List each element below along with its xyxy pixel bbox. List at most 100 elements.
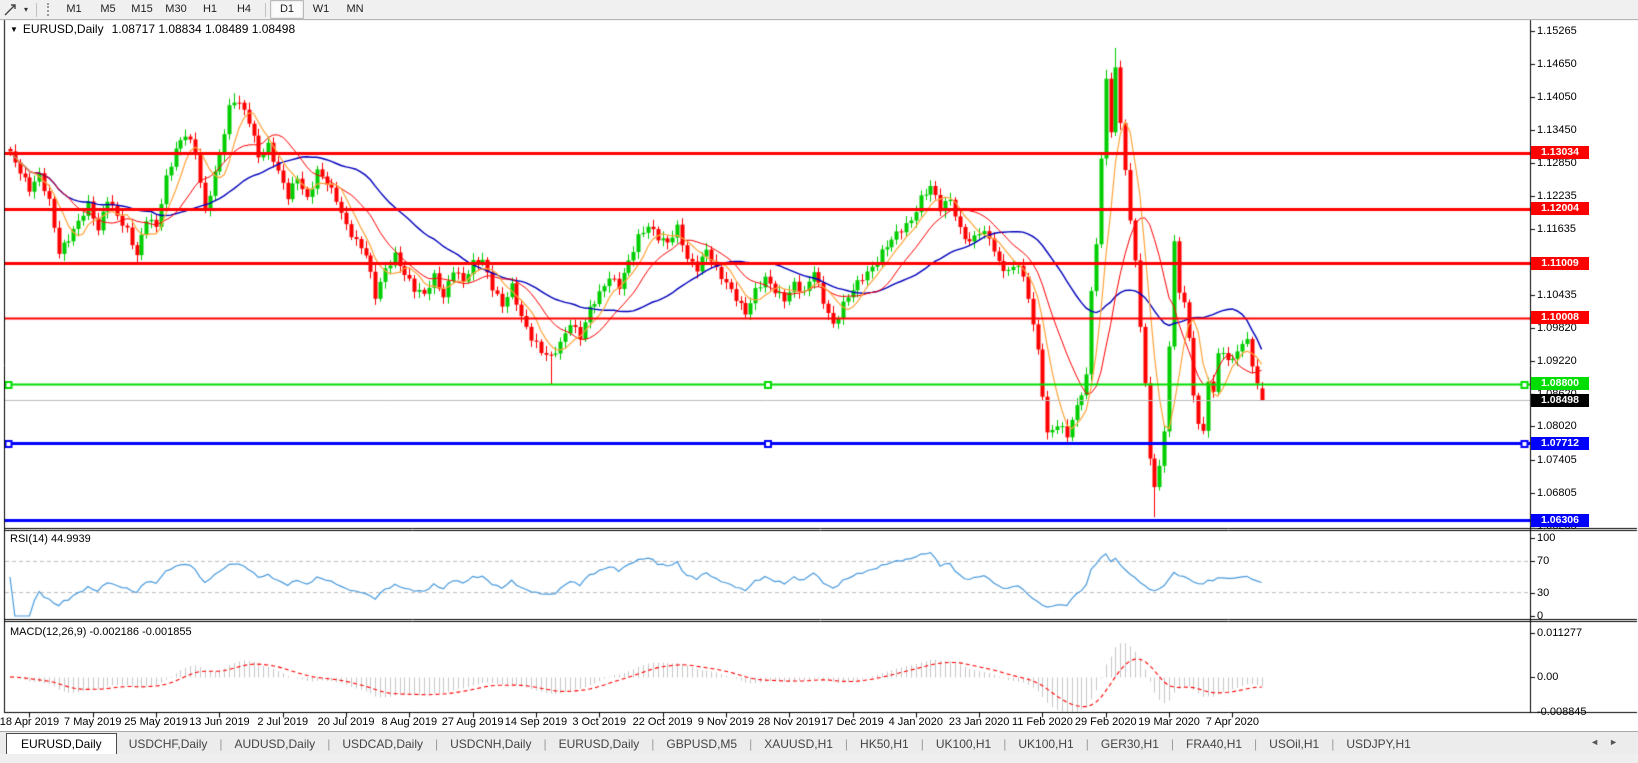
tab-uk100-h1[interactable]: UK100,H1 [935,737,992,751]
time-axis-label: 3 Oct 2019 [572,716,627,728]
rsi-label: RSI(14) 44.9939 [10,533,91,545]
tab-separator: | [651,737,655,751]
price-tick-label: 1.08020 [1537,420,1577,433]
time-axis-label: 23 Jan 2020 [948,716,1010,728]
price-tick-label: 1.15265 [1537,24,1577,37]
time-axis-label: 25 May 2019 [124,716,188,728]
price-tag: 1.08498 [1531,393,1589,407]
tab-usdcad-daily[interactable]: USDCAD,Daily [342,737,423,751]
chart-ohlc-values: 1.08717 1.08834 1.08489 1.08498 [111,22,296,36]
tab-usdcnh-daily[interactable]: USDCNH,Daily [450,737,532,751]
toolbar: ▾ M1 M5 M15 M30 H1 H4 D1 W1 MN [0,0,1638,20]
timeframe-button-m5[interactable]: M5 [100,3,116,15]
price-tag: 1.10008 [1531,311,1589,325]
price-tag: 1.12004 [1531,202,1589,216]
chart-symbol-label: EURUSD,Daily [22,22,104,36]
tab-ger30-h1[interactable]: GER30,H1 [1100,737,1159,751]
tab-scroll-right-icon[interactable]: ► [1609,737,1628,747]
tab-separator: | [327,737,331,751]
chevron-down-icon[interactable]: ▾ [23,5,28,14]
timeframe-button-mn[interactable]: MN [346,3,364,15]
tab-separator: | [543,737,547,751]
tab-xauusd-h1[interactable]: XAUUSD,H1 [764,737,833,751]
tab-separator: | [435,737,439,751]
tab-separator: | [1085,737,1089,751]
timeframe-button-h4[interactable]: H4 [236,3,252,15]
timeframe-button-m30[interactable]: M30 [165,3,187,15]
tab-eurusd-daily[interactable]: EURUSD,Daily [558,737,640,751]
price-tick-label: 1.09820 [1537,322,1577,335]
chart-title: ▼ EURUSD,Daily 1.08717 1.08834 1.08489 1.0… [10,22,295,36]
timeframe-button-w1[interactable]: W1 [312,3,330,15]
time-axis-label: 19 Mar 2020 [1138,716,1200,728]
tab-hk50-h1[interactable]: HK50,H1 [860,737,909,751]
status-strip [0,754,1638,763]
timeframe-button-m1[interactable]: M1 [66,3,82,15]
toolbar-divider [36,2,37,17]
tab-eurusd-daily[interactable]: EURUSD,Daily [6,733,117,756]
macd-scale-label: -0.008845 [1537,705,1587,718]
tab-separator: | [749,737,753,751]
tab-separator: | [219,737,223,751]
tab-scroll-left-icon[interactable]: ◄ [1590,737,1610,747]
toolbar-divider [265,2,266,17]
tab-separator: | [920,737,924,751]
line-tool-icon[interactable] [2,2,20,17]
tab-separator: | [1170,737,1175,751]
time-axis-label: 29 Feb 2020 [1074,716,1137,728]
time-axis-label: 2 Jul 2019 [257,716,309,728]
rsi-scale-label: 0 [1537,610,1544,622]
price-tick-label: 1.14650 [1537,58,1577,71]
time-axis-label: 20 Jul 2019 [317,716,375,728]
timeframe-button-d1[interactable]: D1 [270,0,304,19]
price-tick-label: 1.09220 [1537,354,1577,367]
tab-separator: | [1003,737,1007,751]
time-axis-label: 8 Aug 2019 [381,716,438,728]
price-tick-label: 1.12235 [1537,190,1577,203]
price-tick-label: 1.12850 [1537,156,1577,169]
timeframe-button-h1[interactable]: H1 [202,3,218,15]
chart-dropdown-icon[interactable]: ▼ [10,25,18,34]
price-tick-label: 1.06805 [1537,486,1577,499]
tab-usoil-h1[interactable]: USOil,H1 [1269,737,1320,751]
time-axis-label: 22 Oct 2019 [632,716,693,728]
time-axis-label: 7 Apr 2020 [1205,716,1259,728]
rsi-scale-label: 100 [1537,532,1556,544]
time-axis-label: 17 Dec 2019 [821,716,884,728]
price-tick-label: 1.11635 [1537,222,1576,235]
price-tag: 1.11009 [1531,256,1589,270]
tab-fra40-h1[interactable]: FRA40,H1 [1186,737,1243,751]
tab-usdjpy-h1[interactable]: USDJPY,H1 [1346,737,1411,751]
price-tick-label: 1.13450 [1537,123,1577,136]
tab-usdchf-daily[interactable]: USDCHF,Daily [128,737,208,751]
tab-separator: | [1331,737,1335,751]
tab-bar: EURUSD,Daily USDCHF,Daily | AUDUSD,Daily | US… [0,731,1638,756]
time-axis-label: 18 Apr 2019 [0,716,60,728]
time-axis-label: 14 Sep 2019 [504,716,568,728]
time-axis-label: 7 May 2019 [64,716,122,728]
tab-gbpusd-m5[interactable]: GBPUSD,M5 [666,737,738,751]
rsi-scale-label: 30 [1537,586,1550,599]
tab-separator: | [844,737,849,751]
time-axis-label: 13 Jun 2019 [189,716,250,728]
price-tick-label: 1.14050 [1537,91,1577,104]
rsi-scale-label: 70 [1537,555,1550,568]
price-tick-label: 1.07405 [1537,454,1577,467]
time-axis-label: 9 Nov 2019 [697,716,755,728]
price-tick-label: 1.10435 [1537,288,1577,301]
tab-uk100-h1[interactable]: UK100,H1 [1018,737,1074,751]
macd-label: MACD(12,26,9) -0.002186 -0.001855 [10,626,192,638]
price-tag: 1.07712 [1531,436,1589,450]
tab-audusd-daily[interactable]: AUDUSD,Daily [234,737,316,751]
time-axis-label: 11 Feb 2020 [1011,716,1073,728]
tab-scroll-arrows: ◄► [1590,737,1628,747]
price-tag: 1.08800 [1531,377,1589,391]
time-axis-label: 27 Aug 2019 [441,716,504,728]
tab-separator: | [1254,737,1258,751]
timeframe-button-m15[interactable]: M15 [131,3,153,15]
toolbar-grip-handle[interactable] [47,3,53,16]
time-axis-label: 28 Nov 2019 [757,716,821,728]
time-axis-label: 4 Jan 2020 [888,716,944,728]
